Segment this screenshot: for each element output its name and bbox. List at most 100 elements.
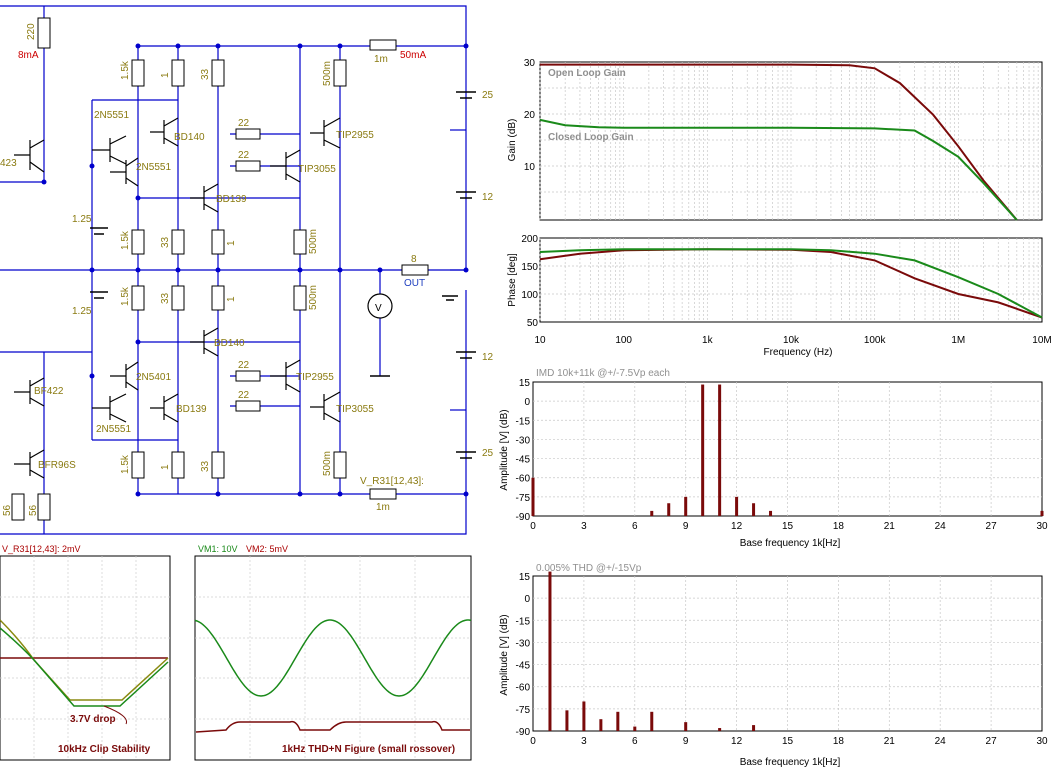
label-v25b: 25 <box>482 448 494 459</box>
series-closed-loop <box>539 118 1018 221</box>
imd-ytick: 15 <box>519 378 531 389</box>
thd-bar <box>616 711 620 731</box>
label-r1d: 1 <box>160 464 171 470</box>
thd-xtick: 30 <box>1036 736 1048 747</box>
imd-bars <box>531 384 1044 516</box>
label-bat125a: 1.25 <box>72 214 92 225</box>
phase-xtick: 1M <box>951 335 965 346</box>
series-open-loop <box>540 63 1018 221</box>
thd-xtick: 12 <box>731 736 743 747</box>
thd-xtick: 18 <box>833 736 845 747</box>
thd-ytick: 0 <box>524 594 530 605</box>
phase-chart: Phase [deg] 200 150 100 50 10 100 1k 10k 100… <box>507 234 1052 358</box>
imd-ytick: -75 <box>516 493 531 504</box>
thd-bar <box>599 719 603 731</box>
label-r1c: 1 <box>226 296 237 302</box>
thd-bar <box>684 722 688 731</box>
imd-ytick: -45 <box>516 455 531 466</box>
label-r220: 220 <box>26 23 37 40</box>
label-r500ma: 500m <box>322 61 333 86</box>
imd-bar <box>650 510 654 516</box>
thd-ytick: 15 <box>519 572 531 583</box>
label-q2n5401: 2N5401 <box>136 372 171 383</box>
phase-xtick: 1k <box>702 335 714 346</box>
thd-xtick: 21 <box>884 736 896 747</box>
label-qbd139b: BD139 <box>176 404 207 415</box>
thd-bars <box>548 571 756 731</box>
phase-xtick: 10M <box>1032 335 1051 346</box>
imd-xtick: 3 <box>581 521 587 532</box>
label-r1k5c: 1.5k <box>120 286 131 306</box>
thd-grid <box>533 576 1042 731</box>
label-qbd140a: BD140 <box>174 132 205 143</box>
label-r33b: 33 <box>160 236 171 248</box>
series-phase-closed <box>539 248 1043 319</box>
imd-bar <box>735 496 739 516</box>
imd-xtick: 27 <box>986 521 998 532</box>
label-r56b: 56 <box>28 504 39 516</box>
label-qtip2955a: TIP2955 <box>336 130 374 141</box>
label-qbf422: BF422 <box>34 386 64 397</box>
phase-xlabel: Frequency (Hz) <box>764 347 833 358</box>
voltmeter-glyph: V <box>375 303 382 314</box>
label-q2n5551c: 2N5551 <box>96 424 131 435</box>
voltmeter-symbol <box>367 293 393 319</box>
thd-xtick: 6 <box>632 736 638 747</box>
thd-bar <box>650 711 654 731</box>
imd-bar <box>531 477 535 516</box>
gain-ylabel: Gain (dB) <box>507 119 518 162</box>
imd-grid <box>533 382 1042 516</box>
scope-right: VM1: 10V VM2: 5mV 1kHz THD+N Figure (sma… <box>194 544 472 761</box>
label-out: OUT <box>404 278 425 289</box>
thd-xtick: 9 <box>683 736 689 747</box>
label-r33c: 33 <box>160 292 171 304</box>
thd-yticks: 15 0 -15 -30 -45 -60 -75 -90 <box>516 572 531 738</box>
label-r22a: 22 <box>238 118 250 129</box>
thd-bar <box>548 571 552 731</box>
scope-right-vm2: VM2: 5mV <box>246 544 288 554</box>
gain-ytick-20: 20 <box>524 110 536 121</box>
schematic-junctions <box>41 43 469 497</box>
imd-bar <box>1040 510 1044 516</box>
schematic <box>0 5 467 535</box>
label-r22b: 22 <box>238 150 250 161</box>
label-qbd140b: BD140 <box>214 338 245 349</box>
schematic-transistors <box>14 117 341 479</box>
imd-bar <box>769 510 773 516</box>
thd-bar <box>565 710 569 731</box>
imd-chart: IMD 10k+11k @+/-7.5Vp each Amplitude [V]… <box>499 368 1048 549</box>
thd-chart: 0.005% THD @+/-15Vp Amplitude [V] (dB) 1… <box>499 563 1048 768</box>
schematic-labels: 220 8mA 1m 50mA 1.5k 1 33 500m 2N5551 BD… <box>0 23 494 516</box>
thd-ytick: -75 <box>516 705 531 716</box>
schematic-resistors <box>11 17 429 521</box>
label-r1mb: 1m <box>376 502 390 513</box>
imd-ytick: -15 <box>516 416 531 427</box>
label-vr31: V_R31[12,43]: <box>360 476 424 487</box>
scope-left: V_R31[12,43]: 2mV 3.7V drop 10kHz Clip S… <box>0 544 171 761</box>
imd-ytick: 0 <box>524 397 530 408</box>
gain-chart: Gain (dB) 30 20 10 Open Loop Gain Closed… <box>507 58 1043 221</box>
thd-title: 0.005% THD @+/-15Vp <box>536 563 642 574</box>
label-r1k5d: 1.5k <box>120 454 131 474</box>
thd-ytick: -30 <box>516 638 531 649</box>
imd-xtick: 15 <box>782 521 794 532</box>
scope-right-vm1: VM1: 10V <box>198 544 238 554</box>
imd-bar <box>701 384 705 516</box>
thd-xtick: 0 <box>530 736 536 747</box>
scope-left-note: 3.7V drop <box>70 714 116 725</box>
phase-ytick-50: 50 <box>527 318 539 329</box>
label-r33d: 33 <box>200 460 211 472</box>
label-q423: 423 <box>0 158 17 169</box>
label-qtip3055a: TIP3055 <box>298 164 336 175</box>
phase-ytick-200: 200 <box>521 234 538 245</box>
label-qbd139a: BD139 <box>216 194 247 205</box>
scope-sine-trace <box>194 619 472 697</box>
label-r22c: 22 <box>238 360 250 371</box>
thd-ytick: -15 <box>516 616 531 627</box>
thd-xtick: 15 <box>782 736 794 747</box>
label-r500md: 500m <box>322 451 333 476</box>
imd-bar <box>752 503 756 516</box>
gain-ytick-10: 10 <box>524 162 536 173</box>
imd-xlabel: Base frequency 1k[Hz] <box>740 538 841 549</box>
thd-xtick: 24 <box>935 736 947 747</box>
